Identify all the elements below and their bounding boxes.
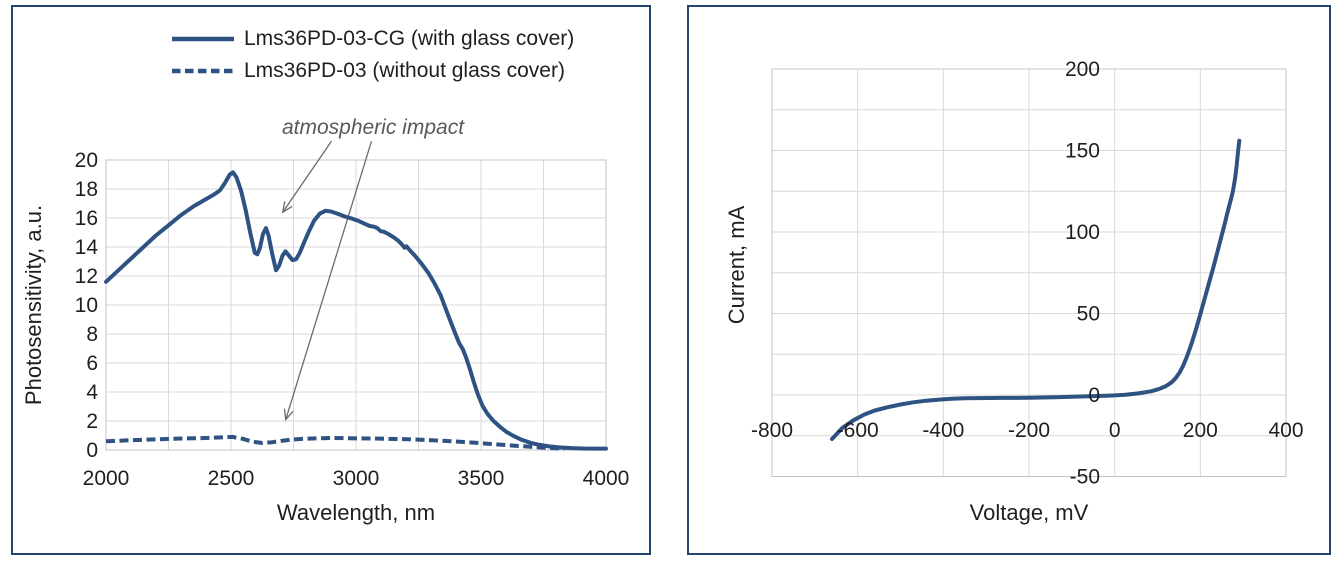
y-tick-label: 4 [86,381,98,404]
x-tick-label: -800 [751,419,793,442]
y-tick-label: 0 [1088,384,1100,407]
y-tick-label: 50 [1077,303,1100,326]
x-tick-label: 2500 [208,467,255,490]
x-tick-label: 3000 [333,467,380,490]
y-tick-label: 200 [1065,58,1100,81]
solid-line-swatch-icon [172,36,234,42]
x-tick-label: -600 [837,419,879,442]
iv-curve-panel: -800 -600 -400 -200 0 200 400 -50 0 50 100 150 200 C… [687,5,1331,555]
annotation-arrow-shaft [285,140,373,420]
legend-item-without-glass-cover: Lms36PD-03 (without glass cover) [171,57,574,85]
y-tick-label: 100 [1065,221,1100,244]
y-tick-label: 14 [75,236,99,259]
y-axis-title-current: Current, mA [724,205,749,325]
x-axis-title-voltage: Voltage, mV [969,500,1089,525]
x-tick-label: -400 [922,419,964,442]
legend-item-with-glass-cover: Lms36PD-03-CG (with glass cover) [171,25,574,53]
y-tick-label: 12 [75,265,98,288]
annotation-arrow-shaft [282,140,333,213]
x-tick-label: 3500 [458,467,505,490]
plot-border [105,159,607,451]
legend-label-with-glass-cover: Lms36PD-03-CG (with glass cover) [244,27,575,50]
annotation-arrowhead [283,408,294,422]
y-tick-label: 8 [86,323,98,346]
y-tick-label: 150 [1065,140,1100,163]
plot-border [771,68,1287,477]
y-tick-label: 10 [75,294,98,317]
annotation-atmospheric-impact: atmospheric impact [281,116,465,139]
x-tick-label: 2000 [83,467,130,490]
series-line-0 [104,170,608,451]
x-tick-label: -200 [1008,419,1050,442]
x-tick-label: 0 [1109,419,1121,442]
legend: Lms36PD-03-CG (with glass cover) Lms36PD… [171,25,574,85]
y-tick-label: -50 [1070,466,1100,489]
spectral-response-panel: 2000 2500 3000 3500 4000 0 2 4 6 8 10 12 14 16 18 20 Lm… [11,5,651,555]
series-line-1 [105,434,565,451]
y-tick-label: 0 [86,439,98,462]
spectral-response-chart: 2000 2500 3000 3500 4000 0 2 4 6 8 10 12 14 16 18 20 [75,140,630,490]
y-tick-label: 16 [75,207,98,230]
dashed-line-swatch-icon [172,68,234,74]
x-tick-label: 4000 [583,467,630,490]
y-tick-label: 6 [86,352,98,375]
x-axis-title-wavelength: Wavelength, nm [276,500,436,525]
legend-label-without-glass-cover: Lms36PD-03 (without glass cover) [244,59,565,82]
y-tick-label: 2 [86,410,98,433]
y-tick-label: 20 [75,149,98,172]
annotation-arrowhead [281,201,293,214]
iv-curve-chart: -800 -600 -400 -200 0 200 400 -50 0 50 100 150 200 [751,58,1304,489]
series-line-0 [830,138,1242,441]
x-tick-label: 400 [1268,419,1303,442]
y-tick-label: 18 [75,178,98,201]
x-tick-label: 200 [1183,419,1218,442]
y-axis-title-photosensitivity: Photosensitivity, a.u. [21,204,46,406]
